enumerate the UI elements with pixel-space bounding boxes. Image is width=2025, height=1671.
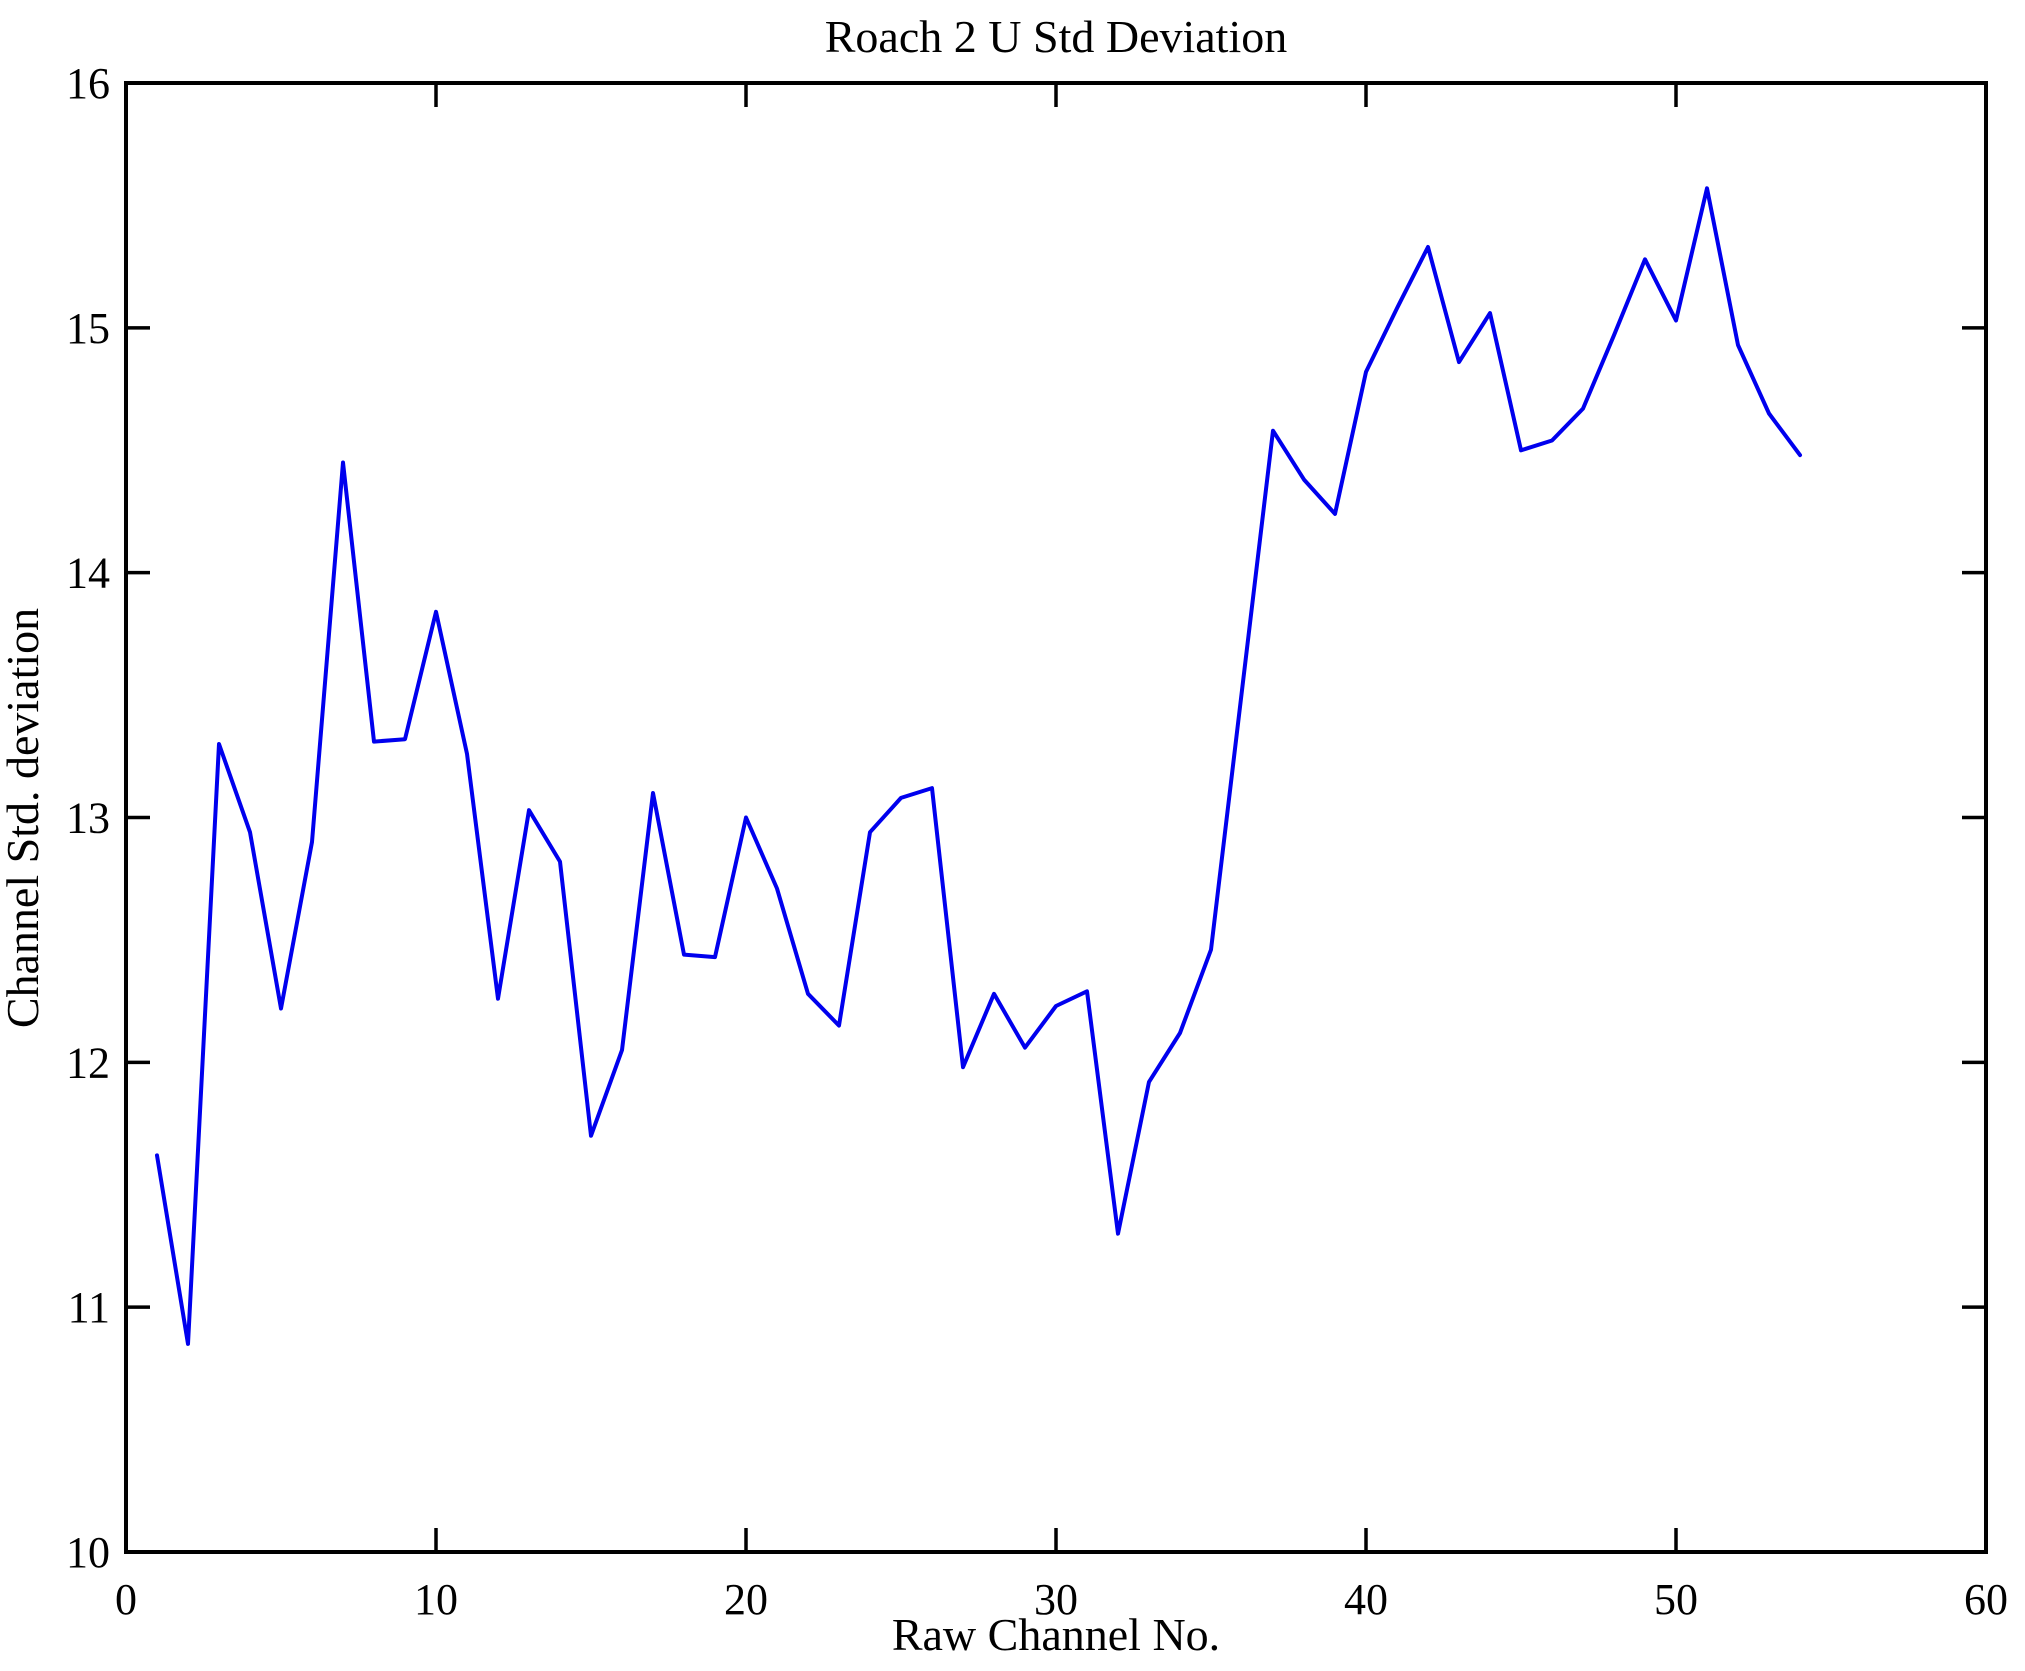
y-tick-label: 14 [66, 549, 110, 598]
plot-area-border [124, 81, 1988, 1554]
x-tick-label: 20 [724, 1575, 768, 1624]
x-tick-label: 60 [1964, 1575, 2008, 1624]
x-tick-label: 30 [1034, 1575, 1078, 1624]
x-tick-label: 10 [414, 1575, 458, 1624]
y-tick-label: 12 [66, 1038, 110, 1087]
y-tick-label: 11 [68, 1283, 110, 1332]
x-tick-label: 40 [1344, 1575, 1388, 1624]
std-deviation-line [155, 186, 1802, 1346]
axis-ticks [124, 81, 1988, 1554]
y-tick-label: 16 [66, 59, 110, 108]
y-tick-label: 10 [66, 1528, 110, 1577]
x-axis-label: Raw Channel No. [892, 1609, 1220, 1660]
chart-title: Roach 2 U Std Deviation [825, 11, 1288, 62]
y-tick-label: 13 [66, 794, 110, 843]
data-series [155, 186, 1802, 1346]
x-tick-label: 50 [1654, 1575, 1698, 1624]
x-tick-label: 0 [115, 1575, 137, 1624]
y-axis-label: Channel Std. deviation [0, 608, 48, 1028]
y-tick-label: 15 [66, 304, 110, 353]
